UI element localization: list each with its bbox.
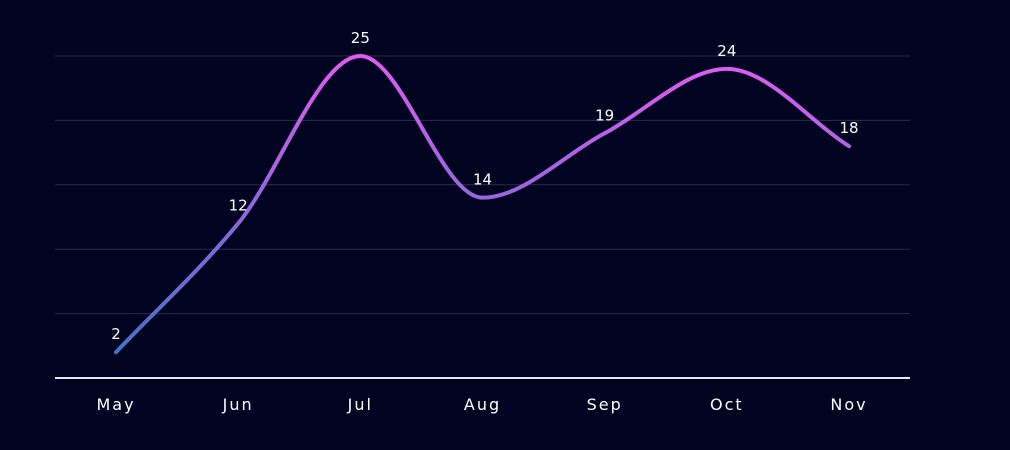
data-label-jun: 12 <box>229 196 248 214</box>
gridlines <box>55 55 910 315</box>
x-tick-may: May <box>96 395 135 414</box>
x-tick-sep: Sep <box>587 395 623 414</box>
x-tick-aug: Aug <box>464 395 501 414</box>
data-label-may: 2 <box>111 325 121 343</box>
x-tick-nov: Nov <box>830 395 867 414</box>
x-tick-jul: Jul <box>347 395 373 414</box>
drop-lines <box>115 56 850 378</box>
data-label-oct: 24 <box>717 42 736 60</box>
series-line <box>114 53 851 355</box>
x-tick-oct: Oct <box>710 395 744 414</box>
x-tick-jun: Jun <box>222 395 254 414</box>
data-label-sep: 19 <box>595 106 614 124</box>
x-tick-labels: May Jun Jul Aug Sep Oct Nov <box>96 395 867 414</box>
data-label-aug: 14 <box>473 171 492 189</box>
data-labels: 2 12 25 14 19 24 18 <box>111 29 858 343</box>
data-label-jul: 25 <box>351 29 370 47</box>
data-label-nov: 18 <box>839 119 858 137</box>
